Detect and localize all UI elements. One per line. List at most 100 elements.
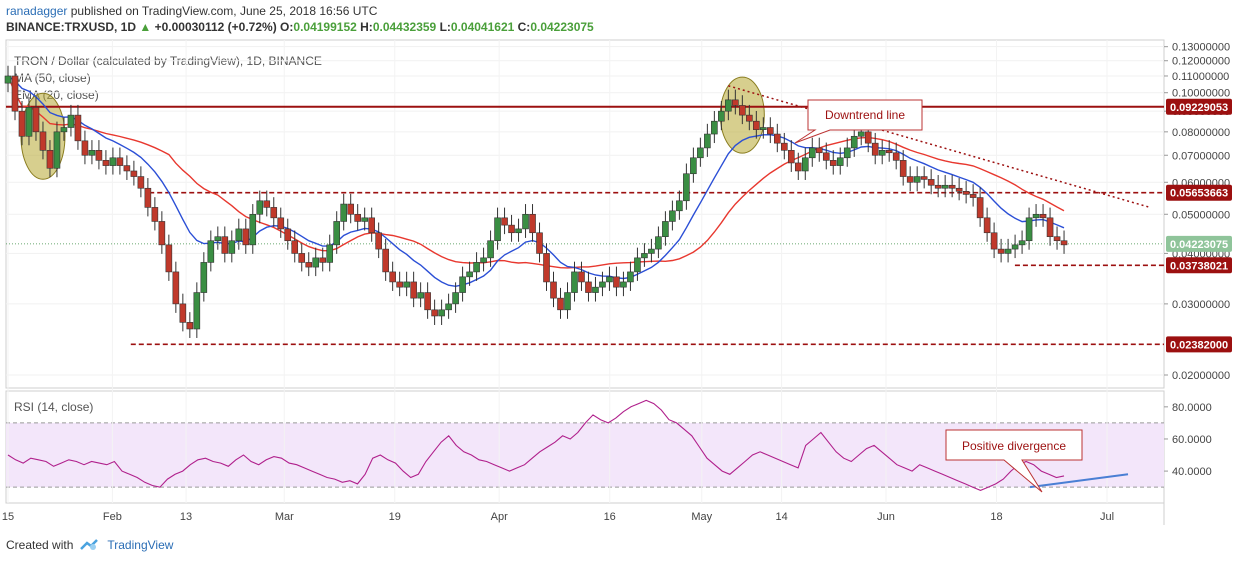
rsi-tick-label: 80.0000 xyxy=(1172,402,1212,414)
candle-up xyxy=(718,110,725,122)
ohlc-bar: BINANCE:TRXUSD, 1D ▲ +0.00030112 (+0.72%… xyxy=(6,20,594,34)
candle-up xyxy=(214,236,222,242)
candle-down xyxy=(969,194,977,198)
candle-up xyxy=(704,133,711,149)
time-tick-label: 16 xyxy=(604,511,616,523)
candle-down xyxy=(284,228,292,242)
created-with-text: Created with xyxy=(6,538,74,552)
candle-down xyxy=(305,262,313,268)
candle-down xyxy=(864,131,872,144)
time-tick-label: 19 xyxy=(389,511,401,523)
candle-up xyxy=(340,203,347,222)
candle-down xyxy=(927,179,935,186)
candle-down xyxy=(32,107,40,133)
candle-up xyxy=(480,257,487,263)
time-tick-label: Feb xyxy=(103,511,122,523)
candle-up xyxy=(312,257,320,268)
candle-up xyxy=(941,184,949,189)
downtrend-callout: Downtrend line xyxy=(794,99,923,144)
candle-down xyxy=(543,253,550,283)
candle-down xyxy=(529,213,536,234)
candle-down xyxy=(221,236,229,254)
candle-down xyxy=(389,271,396,283)
candle-down xyxy=(1060,240,1068,246)
candle-down xyxy=(151,207,159,222)
candle-up xyxy=(494,217,501,242)
candle-up xyxy=(760,127,767,130)
level-label: 0.03738021 xyxy=(1170,260,1228,272)
candle-up xyxy=(801,157,809,172)
publisher-link[interactable]: ranadagger xyxy=(6,4,68,18)
candle-down xyxy=(962,190,970,195)
open-label: O: xyxy=(280,20,294,34)
candle-up xyxy=(850,135,858,149)
candle-up xyxy=(683,173,690,202)
symbol-label: BINANCE:TRXUSD, 1D xyxy=(6,20,137,34)
time-axis: 15 Feb 13 Mar 19 Apr 16 May 14 Jun 18 Jul xyxy=(2,40,1114,523)
candle-down xyxy=(508,224,515,234)
candle-up xyxy=(200,262,208,293)
candle-up xyxy=(1032,213,1040,219)
candle-up xyxy=(88,150,96,156)
candle-down xyxy=(501,217,508,226)
candle-down xyxy=(536,232,543,254)
divergence-callout-label: Positive divergence xyxy=(962,439,1066,453)
candle-up xyxy=(1011,244,1019,250)
tradingview-logo-icon[interactable] xyxy=(79,539,101,551)
rsi-tick-label: 60.0000 xyxy=(1172,434,1212,446)
candle-down xyxy=(137,176,145,189)
candle-down xyxy=(794,162,802,172)
candle-down xyxy=(739,105,746,116)
candle-down xyxy=(948,184,956,189)
candle-up xyxy=(1025,217,1033,242)
candle-up xyxy=(1004,248,1012,254)
candle-up xyxy=(676,200,683,212)
tradingview-link[interactable]: TradingView xyxy=(107,538,174,552)
time-tick-label: Jul xyxy=(1100,511,1114,523)
candle-up xyxy=(662,221,669,238)
candle-up xyxy=(620,281,627,288)
candle-down xyxy=(997,248,1005,254)
candle-down xyxy=(130,170,138,177)
candle-down xyxy=(934,184,942,189)
candle-down xyxy=(18,110,26,137)
price-labels: 0.09229053 0.05653663 0.03738021 0.02382000… xyxy=(1166,98,1232,353)
candle-up xyxy=(466,271,473,278)
close-value: 0.04223075 xyxy=(530,20,594,34)
candle-down xyxy=(815,147,823,154)
price-tick-label: 0.02000000 xyxy=(1172,370,1230,382)
price-tick-label: 0.03000000 xyxy=(1172,299,1230,311)
callout-bubble xyxy=(794,99,923,144)
candle-down xyxy=(81,140,89,156)
candle-up xyxy=(403,281,410,288)
rsi-legend: RSI (14, close) xyxy=(14,400,94,414)
candle-down xyxy=(732,99,739,106)
support-resistance-levels xyxy=(6,105,1164,346)
candle-up xyxy=(564,292,571,311)
candle-down xyxy=(774,133,781,144)
ma-path xyxy=(7,75,1065,269)
open-value: 0.04199152 xyxy=(293,20,357,34)
candle-up xyxy=(256,200,264,215)
candle-down xyxy=(242,228,250,246)
rsi-line xyxy=(7,399,1129,491)
candle-down xyxy=(753,120,760,130)
candle-down xyxy=(920,176,928,180)
candle-down xyxy=(354,213,361,222)
candle-down xyxy=(550,281,557,299)
last-price-label-bg xyxy=(1166,235,1232,252)
candle-down xyxy=(767,127,774,135)
rsi-path xyxy=(7,399,1065,491)
last-price-label: 0.04223075 xyxy=(1170,239,1228,251)
candle-up xyxy=(857,131,865,137)
callout-bubble xyxy=(945,429,1083,493)
candle-down xyxy=(578,271,585,283)
candle-up xyxy=(417,292,424,299)
candle-down xyxy=(585,281,592,293)
level-label-bg xyxy=(1166,98,1232,115)
level-label: 0.05653663 xyxy=(1170,188,1228,200)
candle-down xyxy=(1046,217,1054,238)
candle-up xyxy=(836,157,844,166)
candle-down xyxy=(11,75,19,112)
candle-down xyxy=(263,200,271,208)
